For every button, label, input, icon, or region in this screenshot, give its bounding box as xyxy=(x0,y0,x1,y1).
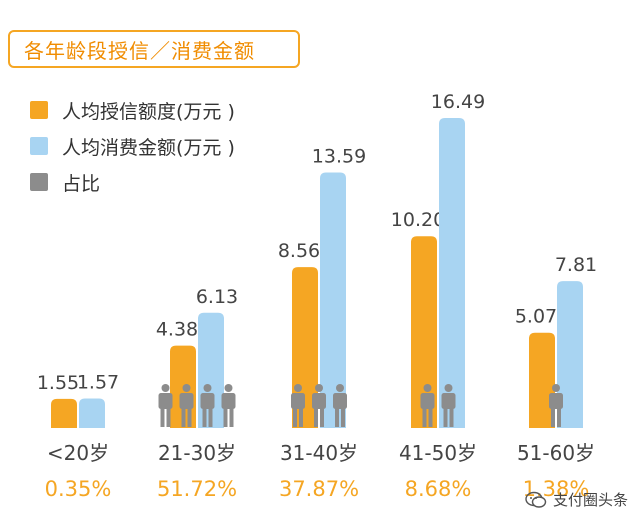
credit-bar-0 xyxy=(51,398,77,428)
legend-swatch-share xyxy=(30,173,48,191)
category-label-3: 41-50岁 xyxy=(399,441,477,465)
category-label-2: 31-40岁 xyxy=(280,441,358,465)
legend-swatch-spending xyxy=(30,137,48,155)
spending-value-label-2: 13.59 xyxy=(312,146,366,168)
legend-label-share: 占比 xyxy=(62,172,101,195)
share-label-3: 8.68% xyxy=(405,477,472,501)
person-icon-1-0 xyxy=(158,384,173,427)
legend-item-credit: 人均授信额度(万元 ) xyxy=(30,92,235,128)
spending-bar-2 xyxy=(320,172,346,428)
watermark: 支付圈头条 xyxy=(525,489,628,510)
spending-bar-0 xyxy=(79,398,105,428)
person-icon-1-1 xyxy=(179,384,194,427)
legend: 人均授信额度(万元 ) 人均消费金额(万元 ) 占比 xyxy=(30,92,235,200)
credit-bar-3 xyxy=(411,236,437,428)
share-label-1: 51.72% xyxy=(157,477,237,501)
credit-value-label-0: 1.55 xyxy=(37,372,79,394)
wechat-icon xyxy=(525,491,547,508)
person-icon-2-2 xyxy=(333,384,347,427)
spending-value-label-3: 16.49 xyxy=(431,91,485,113)
category-label-4: 51-60岁 xyxy=(517,441,595,465)
credit-bar-4 xyxy=(529,332,555,428)
spending-bar-3 xyxy=(439,118,465,428)
credit-value-label-3: 10.20 xyxy=(391,209,445,231)
watermark-text: 支付圈头条 xyxy=(552,491,628,509)
legend-label-spending: 人均消费金额(万元 ) xyxy=(62,136,235,159)
chart-title: 各年龄段授信／消费金额 xyxy=(8,30,300,68)
person-icon-3-0 xyxy=(420,384,435,427)
person-icon-1-2 xyxy=(200,384,215,427)
legend-label-credit: 人均授信额度(万元 ) xyxy=(62,100,235,123)
spending-value-label-1: 6.13 xyxy=(196,286,238,308)
spending-value-label-4: 7.81 xyxy=(555,254,597,276)
legend-item-spending: 人均消费金额(万元 ) xyxy=(30,128,235,164)
share-label-2: 37.87% xyxy=(279,477,359,501)
credit-value-label-4: 5.07 xyxy=(515,306,557,328)
spending-bar-4 xyxy=(557,281,583,428)
person-icon-2-1 xyxy=(312,384,326,427)
credit-value-label-1: 4.38 xyxy=(156,319,198,341)
person-icon-3-1 xyxy=(441,384,456,427)
chart-title-text: 各年龄段授信／消费金额 xyxy=(24,38,255,63)
credit-value-label-2: 8.56 xyxy=(278,240,320,262)
legend-item-share: 占比 xyxy=(30,164,235,200)
category-label-0: <20岁 xyxy=(47,441,109,465)
share-label-0: 0.35% xyxy=(45,477,112,501)
person-icon-2-0 xyxy=(291,384,305,427)
legend-swatch-credit xyxy=(30,101,48,119)
person-icon-1-3 xyxy=(221,384,236,427)
share-label-4: 1.38% xyxy=(523,477,590,501)
spending-value-label-0: 1.57 xyxy=(77,371,119,393)
category-label-1: 21-30岁 xyxy=(158,441,236,465)
person-icon-4-0 xyxy=(549,384,563,427)
